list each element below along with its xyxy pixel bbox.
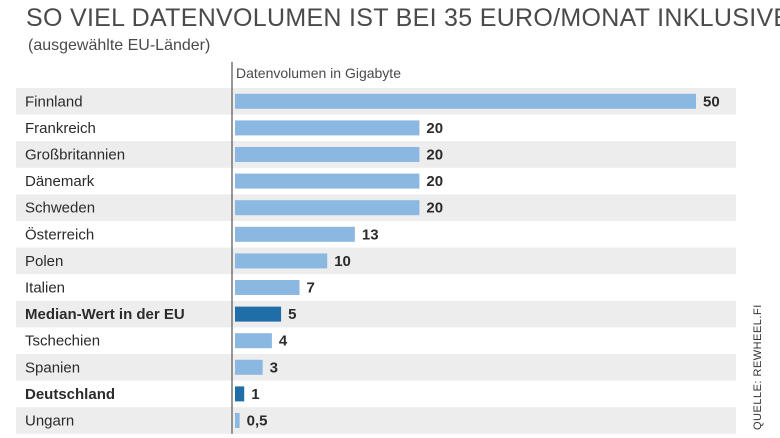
category-label-schweden: Schweden bbox=[25, 200, 95, 217]
category-label-finnland: Finnland bbox=[25, 93, 83, 110]
bar-ungarn bbox=[235, 413, 240, 428]
value-label-finnland: 50 bbox=[703, 93, 720, 110]
value-label-gro-britannien: 20 bbox=[426, 147, 443, 164]
chart-subtitle: (ausgewählte EU-Länder) bbox=[28, 37, 211, 54]
bar-deutschland bbox=[235, 386, 245, 402]
category-label-ungarn: Ungarn bbox=[25, 413, 74, 430]
value-label-deutschland: 1 bbox=[251, 386, 259, 403]
category-label-tschechien: Tschechien bbox=[25, 333, 100, 350]
row-stripe bbox=[16, 247, 736, 275]
chart-title: SO VIEL DATENVOLUMEN IST BEI 35 EURO/MON… bbox=[26, 4, 780, 32]
category-label-gro-britannien: Großbritannien bbox=[25, 147, 125, 164]
bar-frankreich bbox=[235, 120, 420, 136]
bar-italien bbox=[235, 280, 300, 295]
category-label-polen: Polen bbox=[25, 253, 63, 270]
bar-finnland bbox=[235, 93, 696, 109]
bar-sterreich bbox=[235, 226, 355, 242]
row-stripe bbox=[16, 354, 736, 381]
category-label-deutschland: Deutschland bbox=[25, 386, 115, 403]
bar-tschechien bbox=[235, 333, 272, 349]
category-label-spanien: Spanien bbox=[25, 359, 80, 376]
x-axis-label: Datenvolumen in Gigabyte bbox=[236, 65, 401, 81]
value-label-ungarn: 0,5 bbox=[247, 413, 268, 430]
bar-gro-britannien bbox=[235, 147, 420, 162]
row-stripe bbox=[16, 300, 736, 328]
value-label-tschechien: 4 bbox=[279, 333, 288, 350]
row-stripe bbox=[16, 407, 736, 434]
value-label-spanien: 3 bbox=[270, 359, 278, 376]
category-label-median-wert-in-der-eu: Median-Wert in der EU bbox=[25, 306, 185, 323]
value-label-sterreich: 13 bbox=[362, 226, 379, 243]
category-label-frankreich: Frankreich bbox=[25, 120, 96, 137]
category-label-d-nemark: Dänemark bbox=[25, 173, 95, 190]
category-label-sterreich: Österreich bbox=[25, 225, 94, 243]
value-label-d-nemark: 20 bbox=[426, 173, 443, 190]
bar-spanien bbox=[235, 359, 263, 375]
bar-d-nemark bbox=[235, 173, 420, 189]
value-label-median-wert-in-der-eu: 5 bbox=[288, 306, 296, 323]
bar-schweden bbox=[235, 200, 420, 216]
value-label-frankreich: 20 bbox=[426, 120, 443, 137]
value-label-polen: 10 bbox=[334, 253, 351, 270]
bar-median-wert-in-der-eu bbox=[235, 306, 282, 322]
value-label-italien: 7 bbox=[307, 280, 315, 297]
value-label-schweden: 20 bbox=[426, 200, 443, 217]
bar-polen bbox=[235, 253, 328, 269]
category-label-italien: Italien bbox=[25, 280, 65, 297]
